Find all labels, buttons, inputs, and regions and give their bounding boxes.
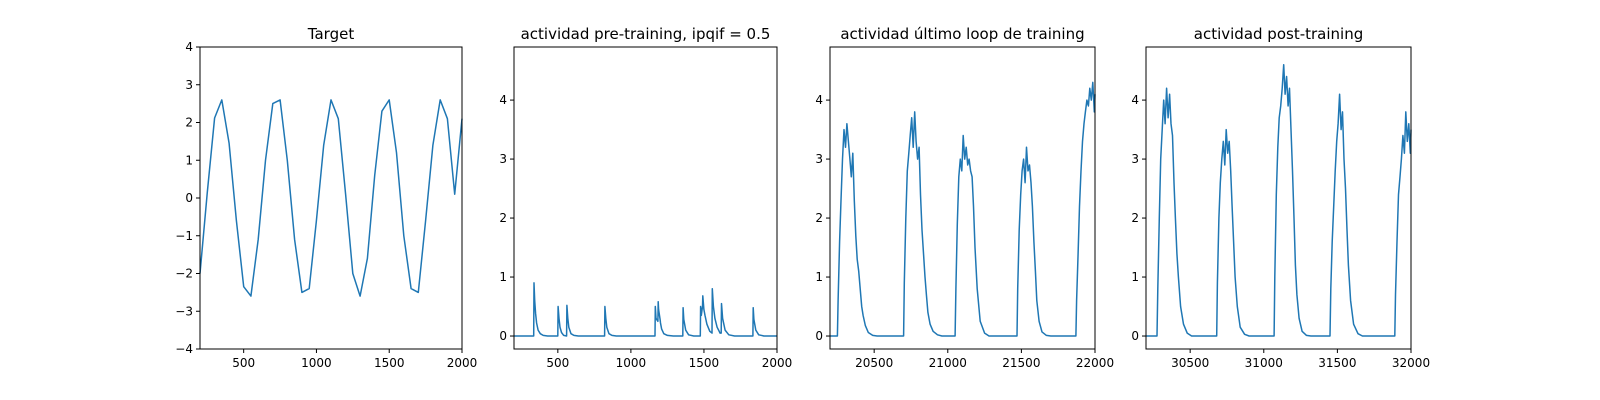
y-tick-label: 4 (185, 40, 193, 54)
x-tick-label: 1500 (374, 356, 405, 370)
x-tick-label: 21500 (1002, 356, 1040, 370)
chart-title: actividad pre-training, ipqif = 0.5 (521, 25, 771, 43)
y-tick-label: −1 (175, 229, 193, 243)
x-tick-label: 1000 (616, 356, 647, 370)
plot-frame (1145, 46, 1412, 350)
x-tick-label: 500 (232, 356, 255, 370)
y-tick-label: 1 (185, 153, 193, 167)
y-tick-label: 2 (185, 116, 193, 130)
y-tick-label: 1 (499, 270, 507, 284)
y-tick-label: 0 (185, 191, 193, 205)
series-line-4-1 (1146, 63, 1412, 337)
y-tick-label: 1 (815, 270, 823, 284)
plot-frame (513, 46, 778, 350)
y-tick-label: 1 (1131, 270, 1139, 284)
y-tick-label: 2 (1131, 211, 1139, 225)
series-line-2-1 (514, 282, 777, 337)
x-tick-label: 1000 (301, 356, 332, 370)
x-tick-label: 31500 (1318, 356, 1356, 370)
y-tick-label: −3 (175, 304, 193, 318)
x-tick-label: 30500 (1171, 356, 1209, 370)
x-tick-label: 21000 (929, 356, 967, 370)
y-tick-label: 3 (499, 152, 507, 166)
plot-frame (829, 46, 1096, 350)
y-tick-label: 3 (1131, 152, 1139, 166)
x-tick-label: 2000 (762, 356, 793, 370)
x-tick-label: 1500 (689, 356, 720, 370)
y-tick-label: 0 (499, 329, 507, 343)
y-tick-label: −4 (175, 342, 193, 356)
y-tick-label: 4 (1131, 93, 1139, 107)
chart-title: Target (307, 25, 355, 43)
y-tick-label: 0 (815, 329, 823, 343)
y-tick-label: 4 (815, 93, 823, 107)
y-tick-label: 2 (499, 211, 507, 225)
x-tick-label: 500 (546, 356, 569, 370)
subplot-1: Target 500 1000 1500 2000 −4 −3 −2 −1 0 1 2 3 4 (175, 25, 477, 370)
series-line-1-1 (199, 99, 463, 297)
y-tick-label: 4 (499, 93, 507, 107)
x-tick-label: 31000 (1245, 356, 1283, 370)
y-tick-label: 3 (815, 152, 823, 166)
x-tick-label: 22000 (1076, 356, 1114, 370)
series-line-3-1 (830, 81, 1096, 337)
x-tick-label: 2000 (447, 356, 478, 370)
y-tick-label: 3 (185, 78, 193, 92)
x-tick-label: 20500 (855, 356, 893, 370)
y-tick-label: 0 (1131, 329, 1139, 343)
plot-frame (199, 46, 463, 350)
x-tick-label: 32000 (1392, 356, 1430, 370)
chart-title: actividad post-training (1194, 25, 1363, 43)
y-tick-label: −2 (175, 267, 193, 281)
chart-title: actividad último loop de training (840, 25, 1084, 43)
y-tick-label: 2 (815, 211, 823, 225)
